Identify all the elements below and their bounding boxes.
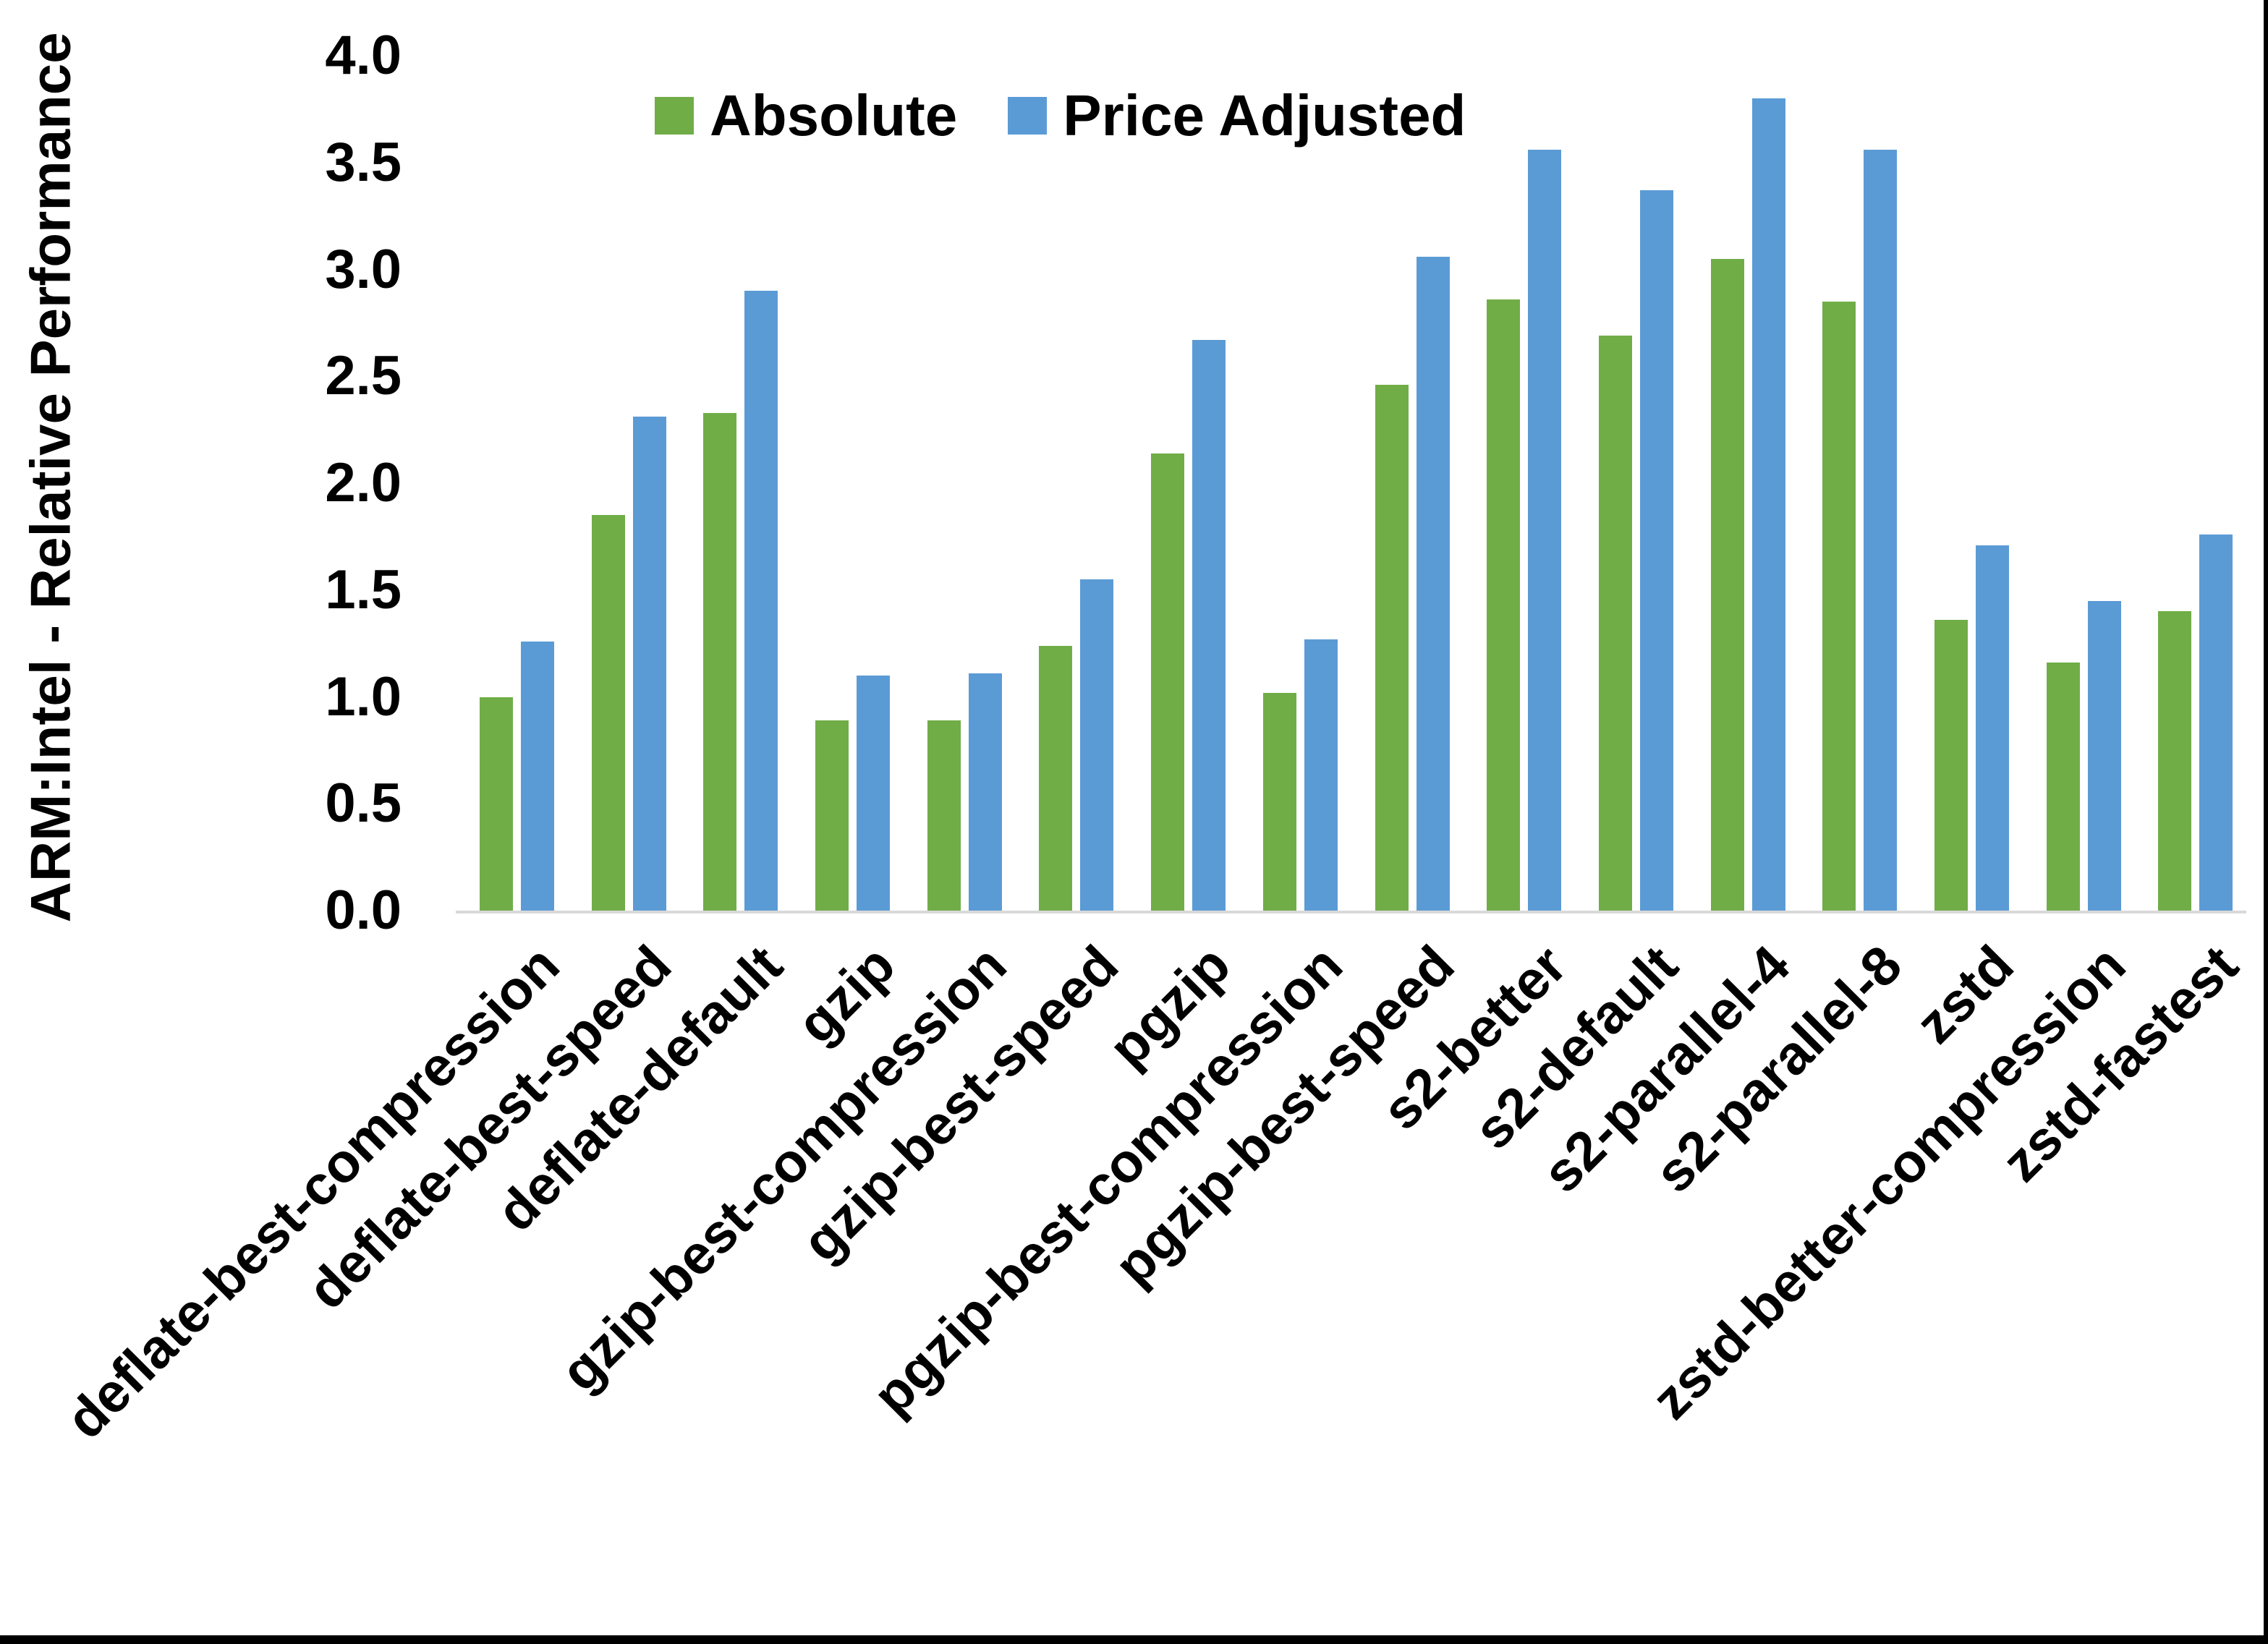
bar-absolute-s2-default bbox=[1598, 336, 1632, 911]
y-axis-title: ARM:Intel - Relative Performance bbox=[18, 32, 82, 923]
bar-price-adjusted-s2-default bbox=[1639, 190, 1673, 911]
bar-absolute-deflate-best-speed bbox=[591, 515, 625, 911]
legend-swatch-price-adjusted bbox=[1008, 97, 1048, 135]
right-border-line bbox=[2264, 0, 2268, 1644]
bar-absolute-pgzip bbox=[1151, 453, 1185, 911]
bar-price-adjusted-gzip bbox=[857, 675, 891, 911]
bar-price-adjusted-gzip-best-compression bbox=[968, 673, 1002, 911]
bar-absolute-deflate-default bbox=[703, 412, 737, 911]
bar-absolute-zstd-better-compression bbox=[2046, 663, 2080, 911]
bar-price-adjusted-zstd-fastest bbox=[2199, 534, 2233, 911]
bar-price-adjusted-deflate-default bbox=[744, 291, 778, 911]
bar-absolute-zstd bbox=[1934, 620, 1968, 911]
legend-swatch-absolute bbox=[655, 97, 694, 135]
bar-price-adjusted-pgzip-best-speed bbox=[1416, 256, 1450, 911]
bar-price-adjusted-gzip-best-speed bbox=[1080, 579, 1114, 911]
legend-label-price-adjusted: Price Adjusted bbox=[1063, 83, 1466, 148]
y-tick-label: 3.0 bbox=[325, 238, 402, 300]
bar-absolute-pgzip-best-compression bbox=[1262, 692, 1296, 911]
bar-absolute-s2-parallel-8 bbox=[1822, 301, 1856, 911]
y-tick-label: 2.0 bbox=[325, 452, 402, 514]
bar-price-adjusted-zstd-better-compression bbox=[2087, 600, 2121, 911]
plot-area bbox=[456, 56, 2246, 913]
y-tick-label: 0.5 bbox=[325, 772, 402, 835]
bar-absolute-s2-better bbox=[1487, 299, 1521, 911]
legend: Absolute Price Adjusted bbox=[655, 87, 1466, 145]
bar-price-adjusted-pgzip-best-compression bbox=[1304, 639, 1338, 911]
bar-price-adjusted-pgzip bbox=[1192, 340, 1226, 911]
y-tick-label: 0.0 bbox=[325, 880, 402, 941]
bar-price-adjusted-deflate-best-compression bbox=[521, 641, 554, 911]
bar-price-adjusted-s2-parallel-4 bbox=[1751, 98, 1785, 911]
y-tick-label: 4.0 bbox=[325, 25, 402, 86]
y-tick-label: 2.5 bbox=[325, 345, 402, 407]
bar-absolute-s2-parallel-4 bbox=[1710, 258, 1744, 911]
bar-price-adjusted-deflate-best-speed bbox=[632, 417, 666, 911]
bar-absolute-gzip-best-compression bbox=[927, 720, 961, 911]
bar-price-adjusted-zstd bbox=[1975, 545, 2009, 911]
y-tick-label: 3.5 bbox=[325, 131, 402, 193]
bottom-border-bar bbox=[0, 1635, 2268, 1644]
bar-absolute-gzip-best-speed bbox=[1039, 645, 1073, 911]
y-tick-label: 1.5 bbox=[325, 558, 402, 621]
legend-label-absolute: Absolute bbox=[710, 83, 958, 148]
y-tick-label: 1.0 bbox=[325, 665, 402, 728]
bar-absolute-zstd-fastest bbox=[2158, 611, 2192, 911]
bar-price-adjusted-s2-better bbox=[1528, 150, 1562, 911]
bar-absolute-pgzip-best-speed bbox=[1375, 385, 1409, 911]
bar-absolute-deflate-best-compression bbox=[480, 697, 513, 911]
bar-price-adjusted-s2-parallel-8 bbox=[1864, 150, 1898, 911]
bar-absolute-gzip bbox=[815, 720, 849, 911]
